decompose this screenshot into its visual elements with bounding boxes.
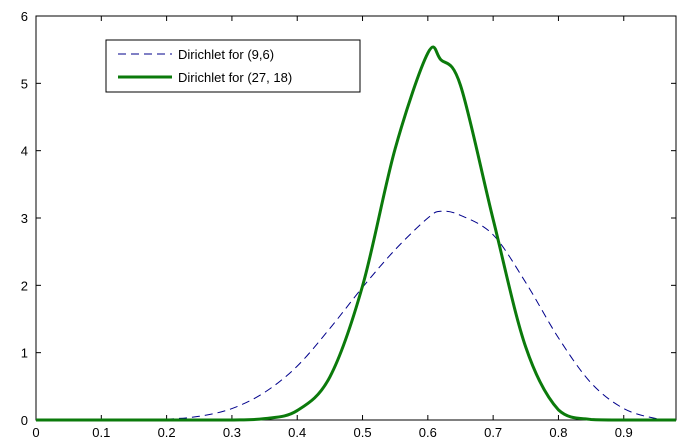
y-tick-label: 3 bbox=[21, 211, 28, 226]
legend: Dirichlet for (9,6) Dirichlet for (27, 1… bbox=[105, 39, 361, 93]
y-tick-label: 0 bbox=[21, 413, 28, 428]
x-tick-label: 0.2 bbox=[158, 425, 176, 440]
y-tick-label: 5 bbox=[21, 76, 28, 91]
x-tick-label: 0.9 bbox=[615, 425, 633, 440]
plot-area bbox=[35, 45, 677, 422]
y-tick-label: 4 bbox=[21, 144, 28, 159]
y-tick-label: 1 bbox=[21, 346, 28, 361]
x-tick-label: 0.3 bbox=[223, 425, 241, 440]
x-tick-label: 0.5 bbox=[353, 425, 371, 440]
legend-box bbox=[105, 39, 361, 93]
x-tick-label: 0 bbox=[32, 425, 39, 440]
legend-label-series-0: Dirichlet for (9,6) bbox=[178, 47, 274, 62]
legend-label-series-1: Dirichlet for (27, 18) bbox=[178, 70, 292, 85]
x-tick-label: 0.1 bbox=[92, 425, 110, 440]
series-line-1 bbox=[35, 45, 676, 422]
x-tick-label: 0.7 bbox=[484, 425, 502, 440]
y-tick-label: 6 bbox=[21, 9, 28, 24]
series-line-0 bbox=[35, 210, 677, 421]
x-tick-label: 0.4 bbox=[288, 425, 306, 440]
x-tick-label: 0.8 bbox=[549, 425, 567, 440]
x-tick-label: 0.6 bbox=[419, 425, 437, 440]
y-tick-label: 2 bbox=[21, 278, 28, 293]
x-axis: 0 0.1 0.2 0.3 0.4 0.5 0.6 0.7 0.8 0.9 bbox=[32, 16, 633, 440]
